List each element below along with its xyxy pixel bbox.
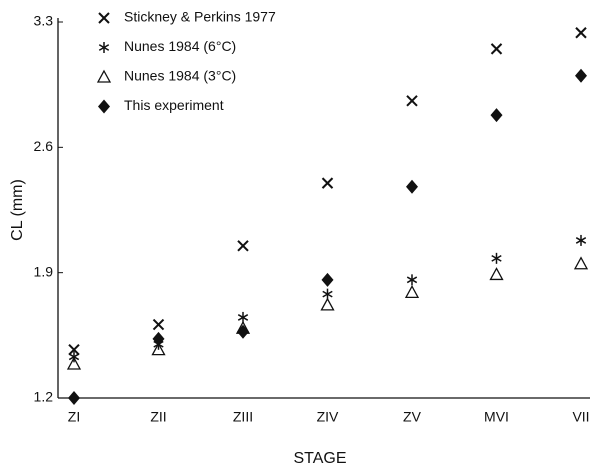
x-tick-label: ZII — [150, 409, 166, 425]
marker-stroke — [152, 318, 165, 331]
marker-shape — [489, 267, 504, 281]
point — [491, 252, 502, 264]
point — [490, 43, 503, 55]
legend-label: Nunes 1984 (6°C) — [124, 38, 236, 54]
marker-shape — [490, 108, 503, 123]
marker-stroke — [68, 343, 80, 356]
marker-shape — [404, 285, 420, 299]
point — [152, 331, 165, 346]
marker-shape — [321, 272, 334, 287]
x-tick-label: VII — [572, 409, 589, 425]
point — [573, 256, 589, 270]
marker-stroke — [406, 276, 418, 284]
legend-label: This experiment — [124, 97, 224, 113]
marker-shape — [575, 68, 587, 83]
point — [320, 297, 335, 311]
x-tick-label: ZI — [68, 409, 80, 425]
point — [68, 391, 80, 405]
point — [151, 342, 166, 356]
x-tick-label: ZV — [403, 409, 422, 425]
marker-shape — [98, 99, 110, 114]
point — [406, 274, 418, 286]
point — [489, 267, 504, 281]
marker-shape — [573, 256, 589, 270]
marker-shape — [406, 179, 418, 194]
marker-shape — [151, 342, 166, 356]
legend-label: Stickney & Perkins 1977 — [124, 9, 276, 25]
point — [406, 95, 418, 107]
legend-marker — [96, 69, 112, 83]
y-tick-label: 1.2 — [34, 389, 54, 405]
y-tick-label: 2.6 — [34, 138, 54, 154]
x-tick-label: ZIII — [233, 409, 253, 425]
marker-stroke — [575, 237, 587, 244]
marker-shape — [96, 69, 112, 83]
y-tick-label: 3.3 — [34, 13, 54, 29]
point — [237, 240, 249, 252]
y-axis-label: CL (mm) — [9, 179, 26, 241]
legend-marker — [98, 99, 110, 114]
marker-shape — [66, 356, 82, 370]
x-tick-label: MVI — [484, 409, 509, 425]
marker-stroke — [490, 43, 503, 55]
marker-shape — [152, 331, 165, 346]
marker-shape — [320, 297, 335, 311]
marker-shape — [68, 391, 80, 405]
point — [66, 356, 82, 370]
point — [152, 318, 165, 331]
point — [321, 177, 334, 189]
point — [490, 108, 503, 123]
marker-stroke — [237, 314, 249, 321]
marker-stroke — [321, 177, 334, 189]
legend-label: Nunes 1984 (3°C) — [124, 68, 236, 84]
point — [575, 234, 587, 246]
marker-stroke — [98, 44, 110, 51]
marker-shape — [237, 324, 249, 339]
point — [237, 324, 249, 339]
marker-stroke — [98, 12, 110, 24]
x-axis-label: STAGE — [293, 450, 346, 467]
marker-stroke — [322, 290, 333, 298]
x-tick-label: ZIV — [317, 409, 339, 425]
point — [321, 272, 334, 287]
marker-stroke — [406, 95, 418, 107]
point — [406, 179, 418, 194]
point — [575, 27, 587, 39]
marker-stroke — [491, 254, 502, 262]
legend-marker — [98, 12, 110, 24]
marker-stroke — [575, 27, 587, 39]
point — [575, 68, 587, 83]
y-tick-label: 1.9 — [34, 263, 54, 279]
marker-stroke — [237, 240, 249, 252]
legend-marker — [98, 42, 110, 53]
point — [68, 343, 80, 356]
point — [404, 285, 420, 299]
